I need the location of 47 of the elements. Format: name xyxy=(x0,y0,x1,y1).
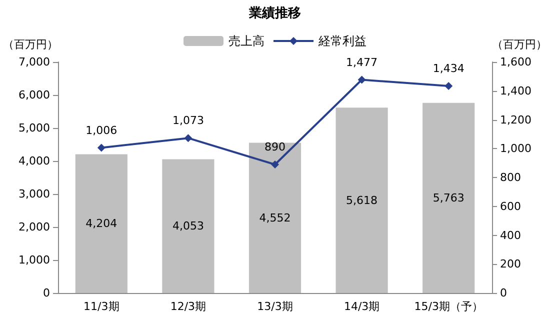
point xyxy=(271,160,279,169)
y2-tick-label: 1,600 xyxy=(500,56,532,68)
y-tick-label: 1,000 xyxy=(18,254,50,266)
y2-tick-label: 800 xyxy=(500,171,521,184)
data-label: 1,434 xyxy=(432,62,464,75)
legend-label: 売上高 xyxy=(228,34,264,48)
data-label: 5,618 xyxy=(346,194,378,207)
data-label: 4,552 xyxy=(259,211,291,224)
y-tick-label: 6,000 xyxy=(18,88,50,102)
y2-axis-title: （百万円） xyxy=(492,38,547,51)
x-tick-label: 15/3期（予） xyxy=(414,300,483,313)
point xyxy=(184,134,192,142)
data-label: 1,477 xyxy=(346,56,378,69)
y2-tick-label: 1,200 xyxy=(500,113,532,126)
data-label: 4,053 xyxy=(172,220,204,233)
y-tick-label: 3,000 xyxy=(18,188,50,200)
data-label: 4,204 xyxy=(86,217,118,230)
bar xyxy=(75,154,128,293)
x-tick-label: 13/3期 xyxy=(257,300,293,313)
x-tick-label: 11/3期 xyxy=(84,300,120,313)
y-tick-label: 0 xyxy=(43,286,50,300)
y2-tick-label: 200 xyxy=(500,258,521,271)
x-tick-label: 14/3期 xyxy=(344,300,380,313)
y-tick-label: 4,000 xyxy=(18,154,50,168)
bar xyxy=(336,108,388,293)
y-tick-label: 5,000 xyxy=(18,122,50,134)
y-tick-label: 2,000 xyxy=(18,220,50,234)
point xyxy=(97,144,106,152)
legend-label: 経常利益 xyxy=(318,34,366,48)
bar xyxy=(162,159,214,293)
point xyxy=(358,76,366,84)
y-tick-label: 7,000 xyxy=(18,56,50,68)
data-label: 1,006 xyxy=(86,124,118,137)
y2-tick-label: 400 xyxy=(500,228,521,242)
y2-tick-label: 1,400 xyxy=(500,84,532,98)
bar xyxy=(422,102,475,293)
y-axis-title: （百万円） xyxy=(3,38,58,51)
data-label: 890 xyxy=(264,140,286,154)
data-label: 1,073 xyxy=(172,114,204,128)
bar xyxy=(248,142,302,293)
y2-tick-label: 1,000 xyxy=(500,142,532,156)
data-label: 5,763 xyxy=(432,191,464,204)
y2-tick-label: 0 xyxy=(500,286,507,300)
y2-tick-label: 600 xyxy=(500,200,521,213)
chart-title: 業績推移 xyxy=(248,6,301,21)
point xyxy=(444,82,453,90)
x-tick-label: 12/3期 xyxy=(170,300,206,313)
